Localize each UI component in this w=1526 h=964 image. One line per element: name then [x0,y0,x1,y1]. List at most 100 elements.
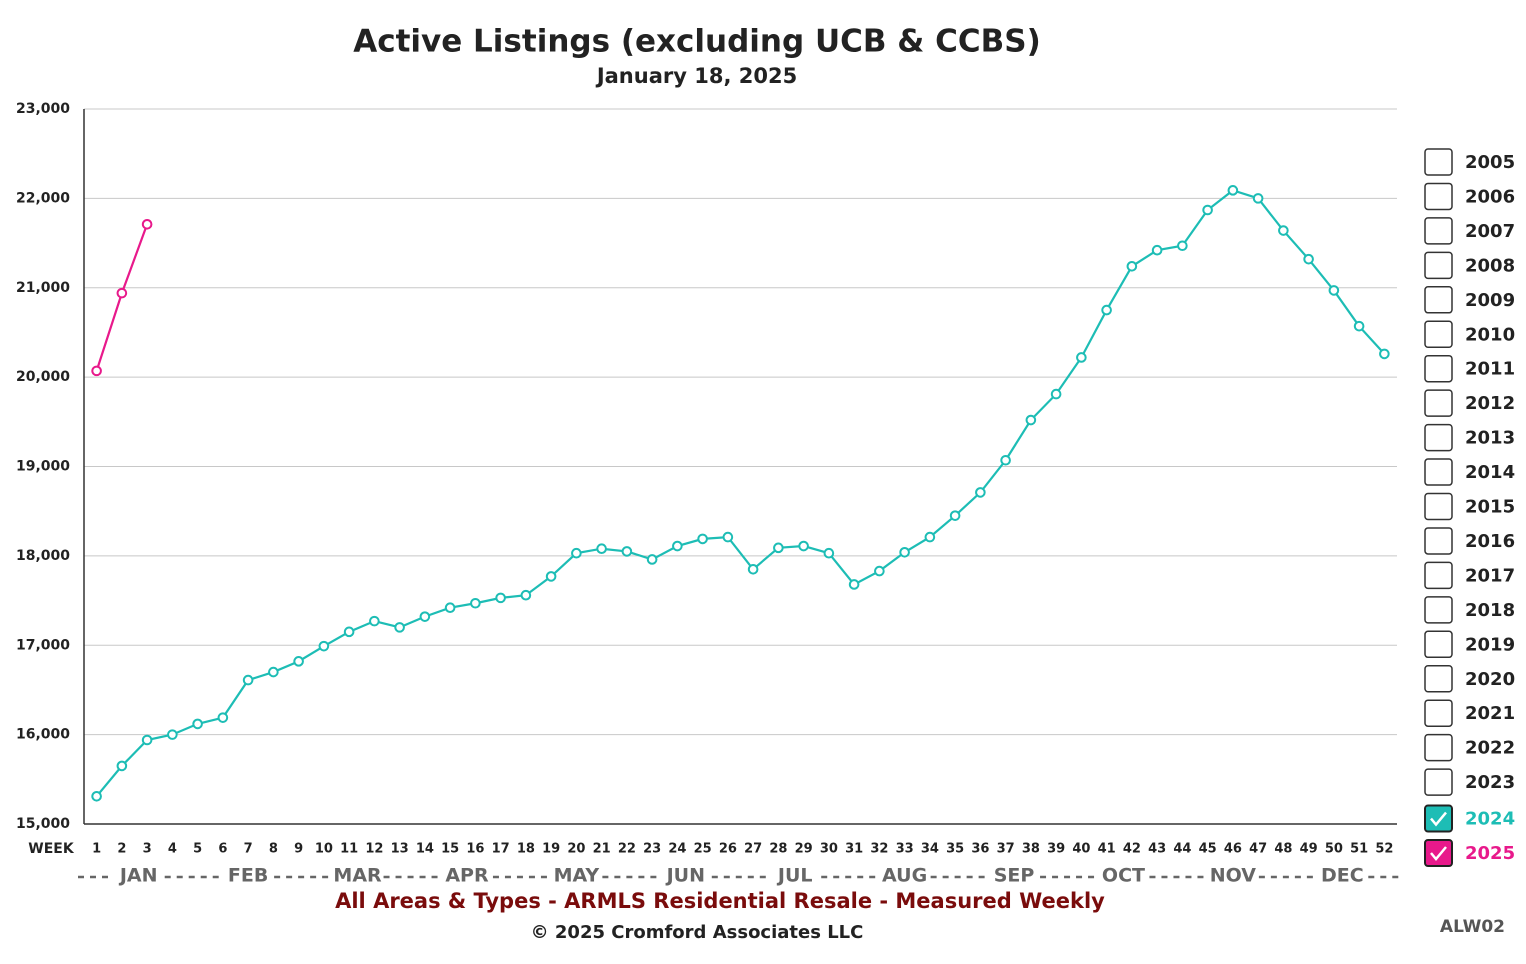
series-line [95,189,1386,797]
x-tick-label: 29 [795,842,813,857]
y-tick-label: 22,000 [16,190,70,206]
x-tick-label: 21 [593,842,611,857]
legend-label: 2016 [1465,531,1515,552]
legend-label: 2009 [1465,290,1515,311]
legend-checkbox[interactable] [1424,527,1453,555]
data-point [167,729,178,740]
x-tick-label: 5 [193,842,202,857]
data-point [242,674,254,686]
legend-checkbox[interactable] [1424,733,1453,762]
legend-label: 2024 [1465,809,1515,830]
legend-check [1430,846,1447,861]
legend-checkbox[interactable] [1424,217,1453,245]
x-tick-label: 33 [896,842,914,857]
y-tick-label: 19,000 [16,459,70,475]
x-tick-label: 14 [416,842,434,857]
legend-checkbox[interactable] [1424,320,1453,348]
data-point [192,718,203,730]
x-tick-label: 37 [997,842,1015,857]
copyright: © 2025 Cromford Associates LLC [531,922,864,943]
x-tick-label: 39 [1047,842,1065,857]
month-label: OCT [1102,865,1145,887]
month-label: MAR [333,865,382,887]
legend-checkbox[interactable] [1424,286,1453,314]
legend-checkbox[interactable] [1424,699,1453,727]
month-label: SEP [994,865,1035,887]
data-point [91,790,102,802]
x-tick-label: 10 [315,842,333,857]
month-label: AUG [882,865,927,887]
legend-checkbox[interactable] [1424,389,1453,417]
x-tick-label: 4 [168,842,177,857]
data-point [1227,185,1239,196]
x-tick-label: 18 [517,842,535,857]
footnote: All Areas & Types - ARMLS Residential Re… [335,889,1105,913]
data-point [1025,414,1037,426]
data-point [899,547,910,558]
legend-label: 2013 [1465,428,1515,449]
data-point [1328,285,1340,296]
data-point [874,565,885,577]
legend-checkbox[interactable] [1424,182,1453,211]
data-point [268,666,279,678]
x-tick-label: 13 [391,842,409,857]
x-tick-label: 22 [618,842,636,857]
legend-checkbox[interactable] [1424,804,1453,833]
x-tick-label: 45 [1199,842,1217,857]
data-point [949,510,961,521]
legend-checkbox[interactable] [1424,148,1453,176]
legend-label: 2005 [1465,152,1515,173]
legend-label: 2011 [1465,359,1515,380]
legend-checkbox[interactable] [1424,423,1453,452]
x-tick-label: 28 [769,842,787,857]
data-point [1000,454,1011,466]
legend-label: 2014 [1465,462,1515,483]
chart-code: ALW02 [1440,917,1505,937]
x-tick-label: 12 [365,842,383,857]
data-point [798,540,809,552]
x-tick-label: 43 [1148,842,1166,857]
legend-check [1430,811,1447,827]
x-tick-label: 11 [340,842,358,857]
x-tick-label: 36 [971,842,989,857]
data-point [596,543,607,555]
legend-checkbox[interactable] [1424,458,1453,486]
y-tick-label: 16,000 [16,727,70,743]
data-point [975,487,986,498]
legend-checkbox[interactable] [1424,251,1453,280]
data-point [1177,240,1188,252]
month-label: JAN [118,865,158,887]
y-tick-label: 17,000 [16,637,70,653]
x-tick-label: 34 [921,842,939,857]
x-tick-label: 15 [441,842,459,857]
x-tick-label: 47 [1249,842,1267,857]
legend-checkbox[interactable] [1424,630,1453,659]
data-point [672,540,683,552]
legend-label: 2006 [1465,186,1515,207]
x-tick-label: 52 [1375,842,1393,857]
data-point [571,547,582,559]
data-point [722,531,734,543]
month-label: JUN [665,865,705,887]
x-tick-label: 44 [1173,842,1191,857]
y-tick-label: 23,000 [16,101,70,117]
x-tick-label: 31 [845,842,863,857]
legend-checkbox[interactable] [1424,596,1453,624]
x-tick-label: 42 [1123,842,1141,857]
data-point [1101,304,1112,316]
legend-checkbox[interactable] [1424,839,1453,867]
x-tick-label: 27 [744,842,762,857]
x-tick-label: 46 [1224,842,1242,857]
legend-checkbox[interactable] [1424,665,1453,693]
legend-checkbox[interactable] [1424,354,1453,383]
chart-title: Active Listings (excluding UCB & CCBS) [353,24,1041,60]
data-point [924,531,936,543]
legend-checkbox[interactable] [1424,768,1453,796]
y-tick-label: 21,000 [16,280,70,296]
x-tick-label: 8 [269,842,278,857]
x-tick-label: 51 [1350,842,1368,857]
month-label: JUL [776,865,813,887]
legend-checkbox[interactable] [1424,561,1453,590]
x-tick-label: 40 [1072,842,1090,857]
legend-checkbox[interactable] [1424,492,1453,521]
